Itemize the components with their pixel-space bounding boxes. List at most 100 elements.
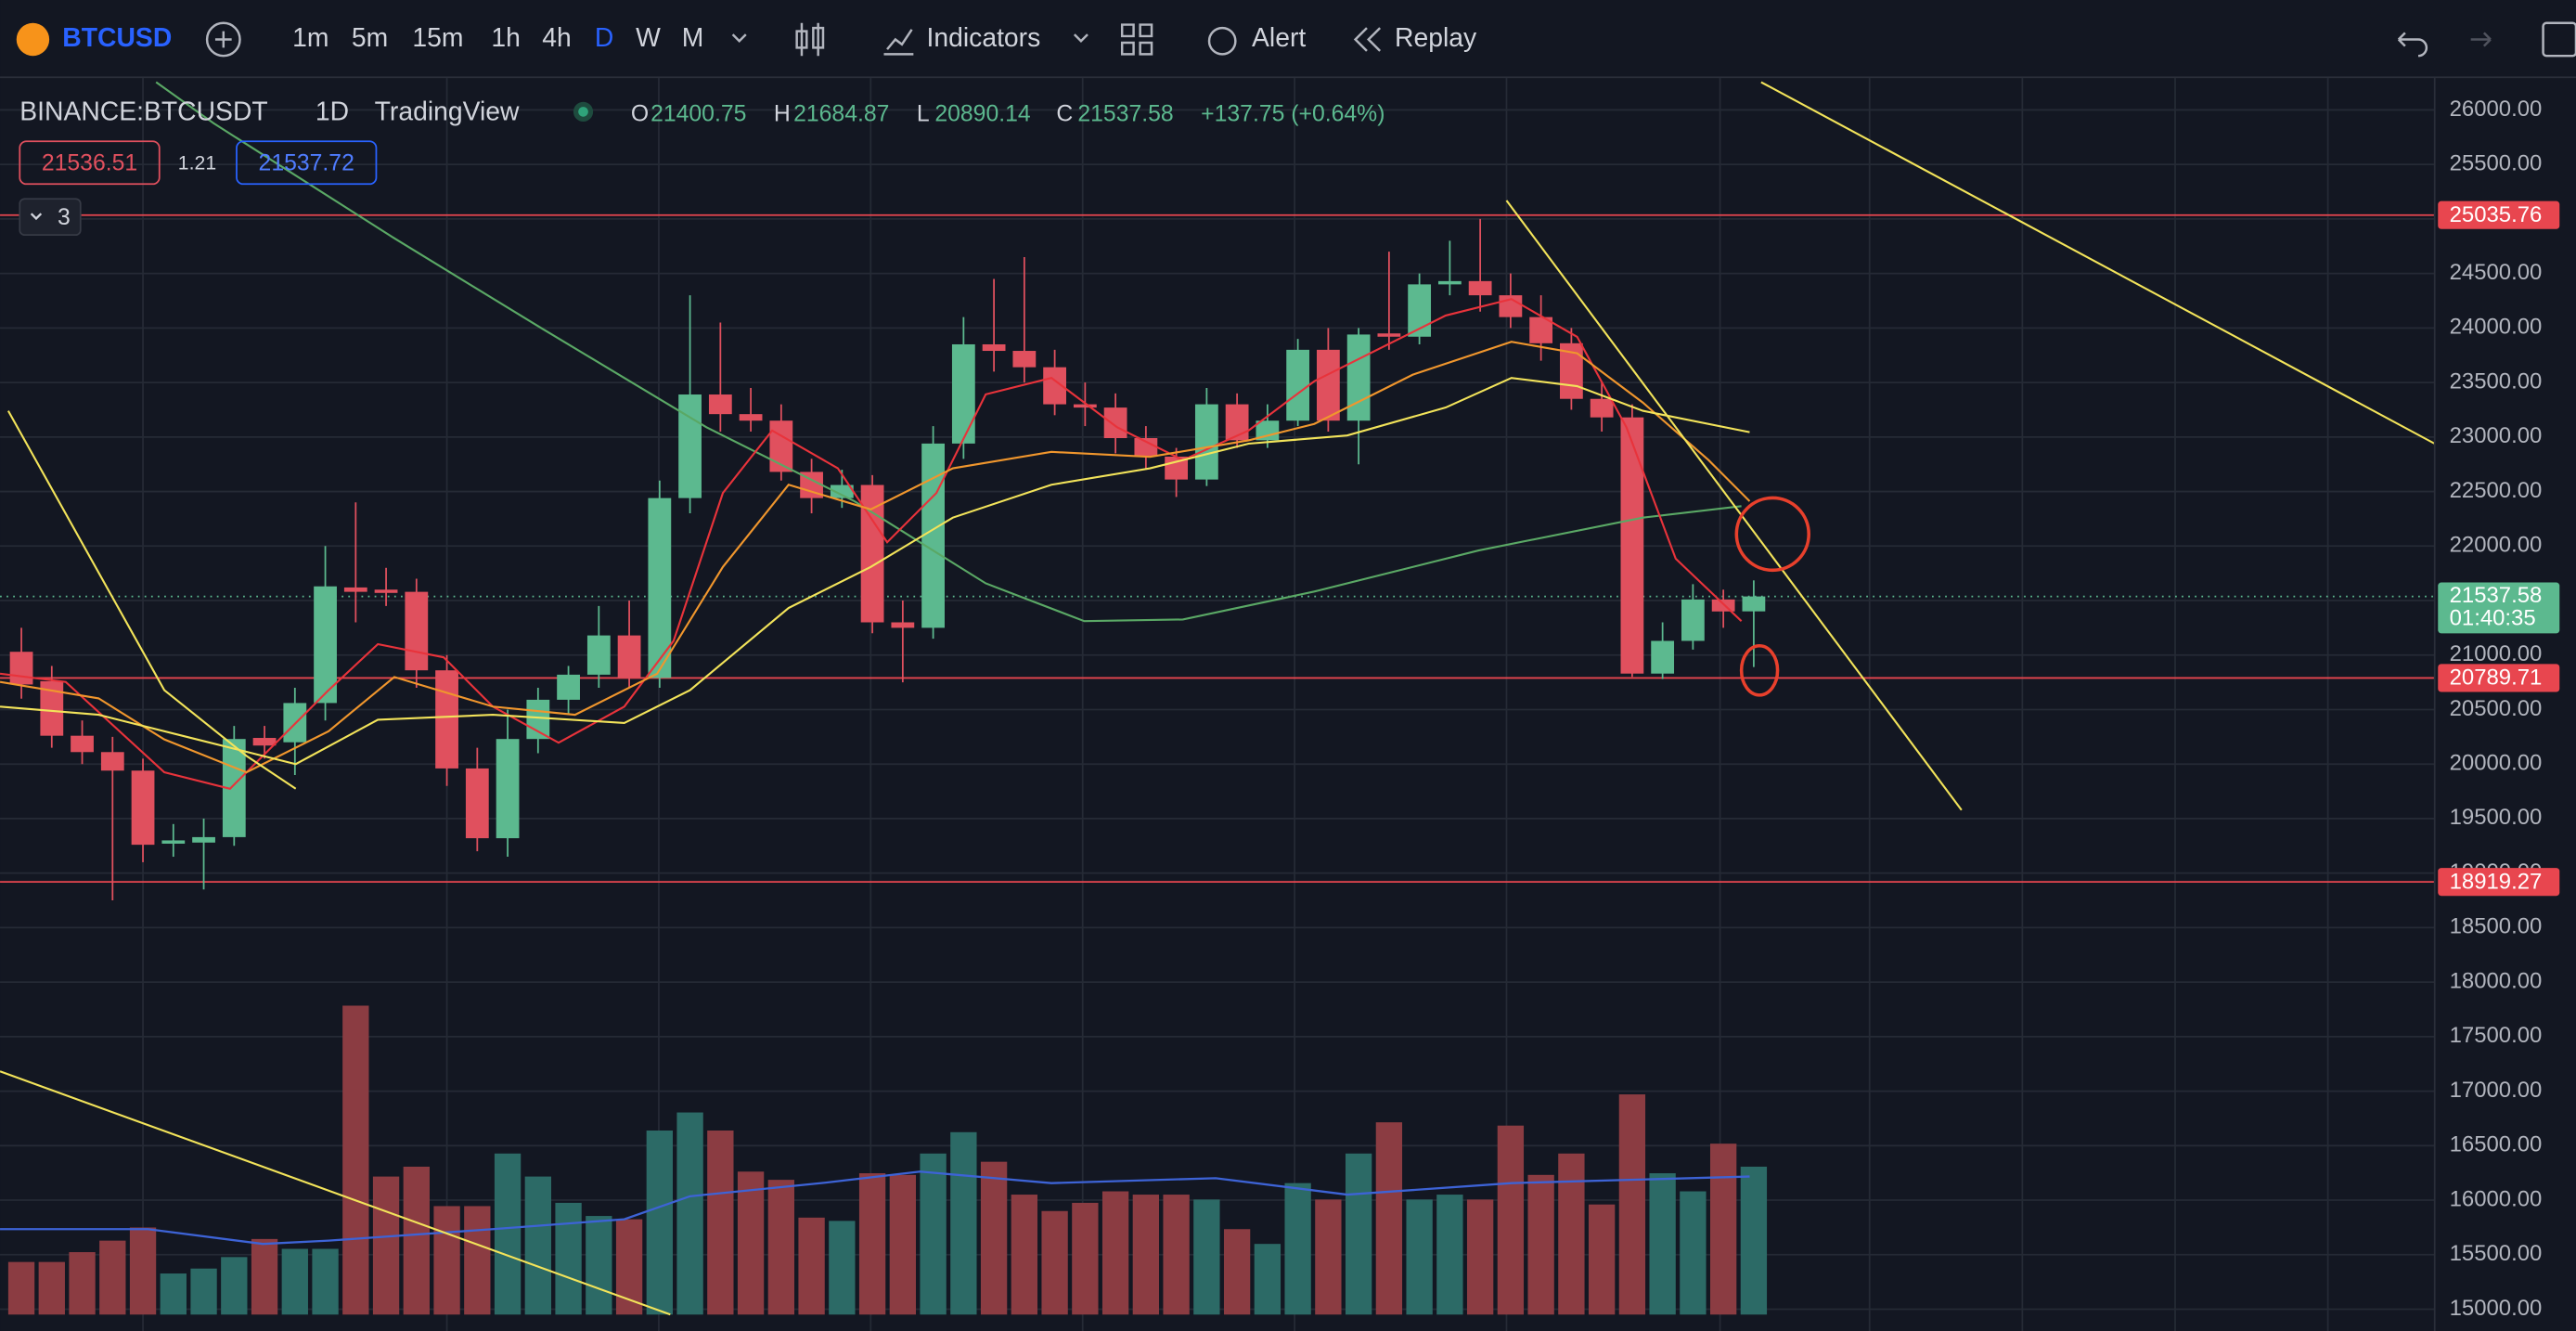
price-tick-label: 22000.00 [2450, 533, 2543, 558]
legend-interval: 1D [316, 97, 349, 127]
volume-bar [1618, 1094, 1646, 1315]
legend-symbol: BINANCE:BTCUSDT [19, 97, 267, 127]
volume-bar [1101, 1191, 1129, 1315]
candle-body [1103, 407, 1127, 439]
volume-bar [69, 1252, 96, 1315]
alert-icon[interactable] [1207, 26, 1237, 56]
candle-body [1437, 280, 1462, 285]
candle-body [1316, 349, 1340, 421]
level-label: 20789.71 [2450, 666, 2543, 691]
candle-body [71, 735, 94, 753]
price-tick-label: 15500.00 [2450, 1241, 2543, 1266]
symbol-icon[interactable] [16, 22, 50, 57]
price-tick-label: 25500.00 [2450, 150, 2543, 175]
volume-bar [1436, 1195, 1463, 1315]
volume-bar [980, 1161, 1008, 1315]
level-badge [2438, 664, 2560, 692]
candle-body [100, 752, 124, 771]
price-tick-label: 16000.00 [2450, 1186, 2543, 1211]
candle-body [1286, 349, 1310, 421]
indicator-toggle[interactable] [19, 198, 82, 237]
volume-bar [920, 1153, 947, 1315]
candle-body [374, 589, 398, 593]
volume-bar [1041, 1210, 1068, 1315]
price-tick-label: 20500.00 [2450, 696, 2543, 721]
close-label: C [1056, 101, 1073, 126]
add-symbol[interactable] [205, 21, 241, 58]
interval[interactable]: 15m [412, 23, 463, 53]
redo[interactable] [2470, 32, 2492, 47]
interval-active[interactable]: D [595, 23, 613, 53]
replay[interactable]: Replay [1395, 23, 1477, 53]
chart-type[interactable] [795, 22, 825, 57]
last-price-label: 21537.58 [2450, 583, 2543, 608]
volume-bar [646, 1131, 673, 1315]
price-tick-label: 26000.00 [2450, 97, 2543, 122]
candle-body [586, 635, 611, 675]
layouts[interactable] [1120, 23, 1153, 56]
indicators-menu[interactable] [1073, 33, 1088, 44]
interval[interactable]: 1h [491, 23, 521, 53]
candle-body [1377, 333, 1401, 337]
volume-bar [160, 1273, 187, 1315]
bid: 21536.51 [42, 151, 137, 176]
alert[interactable]: Alert [1252, 23, 1306, 53]
candle-body [435, 670, 458, 769]
candle-body [1711, 599, 1735, 612]
candle-body [921, 443, 945, 628]
candle-body [891, 622, 915, 628]
price-tick-label: 19500.00 [2450, 805, 2543, 830]
indicators[interactable]: Indicators [927, 23, 1041, 53]
volume-bar [312, 1248, 339, 1315]
low-label: L [917, 101, 930, 126]
volume-bar [737, 1171, 765, 1315]
volume-bar [676, 1112, 703, 1315]
volume-bar [372, 1176, 400, 1315]
volume-bar [524, 1176, 551, 1315]
price-tick-label: 24500.00 [2450, 260, 2543, 285]
volume-bar [129, 1227, 157, 1315]
spread: 1.21 [178, 152, 216, 174]
candle-body [769, 420, 793, 472]
market-status-dot [578, 107, 588, 117]
candle-body [1681, 599, 1705, 641]
volume-bar [798, 1217, 825, 1315]
volume-bar [1163, 1195, 1190, 1315]
undo[interactable] [2397, 32, 2428, 58]
price-tick-label: 18500.00 [2450, 914, 2543, 939]
price-tick-label: 16500.00 [2450, 1132, 2543, 1157]
price-tick-label: 24000.00 [2450, 315, 2543, 340]
volume-bar [1680, 1191, 1707, 1315]
volume-bar [1466, 1199, 1494, 1315]
symbol[interactable]: BTCUSD [62, 23, 172, 53]
candle-body [1012, 351, 1037, 368]
volume-bar [403, 1166, 430, 1315]
candle-body [1468, 280, 1492, 296]
candle-body [708, 394, 732, 415]
price-tick-label: 23500.00 [2450, 368, 2543, 394]
candle-body [343, 587, 367, 592]
interval[interactable]: 1m [292, 23, 328, 53]
volume-bar [889, 1174, 917, 1315]
interval[interactable]: M [682, 23, 704, 53]
volume-bar [1375, 1122, 1403, 1315]
close-value: 21537.58 [1077, 101, 1173, 126]
candle-body [465, 768, 489, 839]
interval-menu[interactable] [731, 33, 747, 44]
grid [142, 77, 2329, 1331]
volume-bar [1649, 1173, 1676, 1315]
candle-body [830, 485, 854, 498]
volume-bar [464, 1206, 491, 1315]
price-tick-label: 17000.00 [2450, 1078, 2543, 1103]
volume-bar [281, 1248, 308, 1315]
replay-icon[interactable] [1353, 27, 1382, 52]
candle-body [617, 635, 641, 678]
interval[interactable]: W [636, 23, 661, 53]
volume-bar [433, 1206, 460, 1315]
interval[interactable]: 4h [542, 23, 572, 53]
candle-body [1256, 420, 1280, 441]
interval[interactable]: 5m [352, 23, 388, 53]
indicators-icon[interactable] [883, 29, 914, 56]
volume-ma [0, 1170, 1750, 1246]
